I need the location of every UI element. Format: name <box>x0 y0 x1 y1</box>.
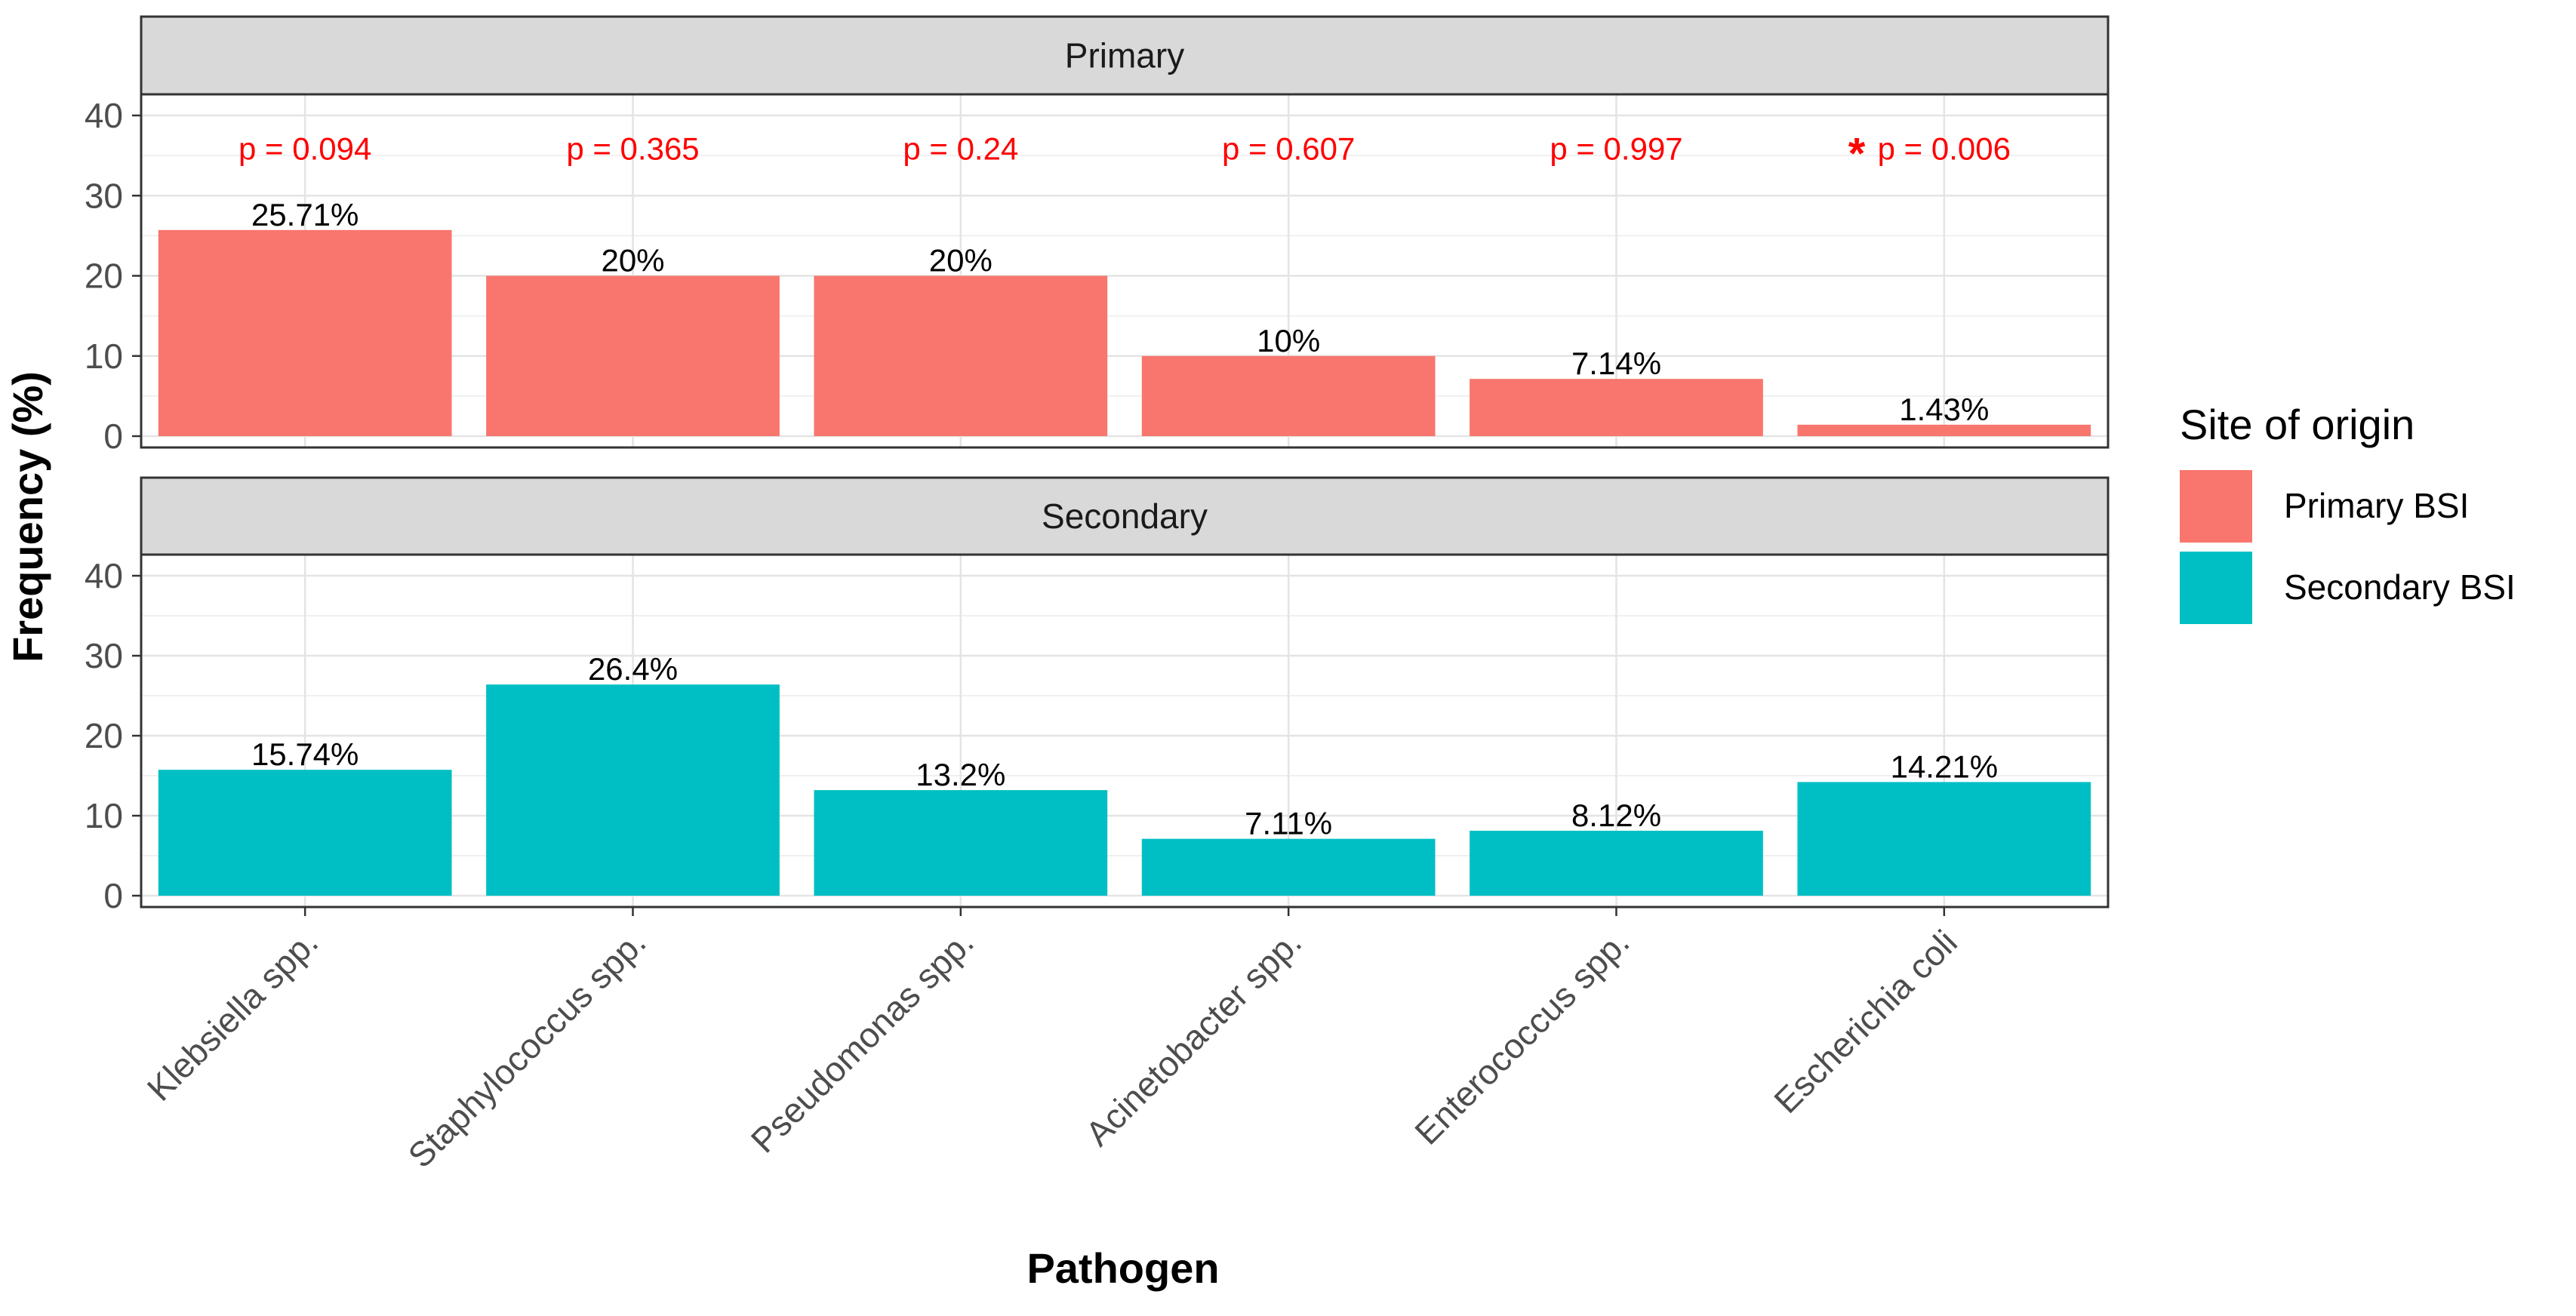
y-tick-label: 10 <box>85 337 123 376</box>
bar-secondary <box>158 770 452 896</box>
facet-strip <box>140 15 2110 96</box>
bar-value-label: 20% <box>929 243 993 278</box>
bar-value-label: 7.14% <box>1571 346 1661 381</box>
bar-primary <box>814 275 1108 436</box>
y-axis-title: Frequency (%) <box>4 371 51 663</box>
y-tick-label: 20 <box>85 257 123 296</box>
bar-value-label: 14.21% <box>1891 749 1998 784</box>
bar-primary <box>1141 355 1436 436</box>
y-tick-label: 40 <box>85 96 123 135</box>
facet-strip-label: Secondary <box>1042 497 1208 536</box>
significance-marker: * <box>1848 129 1866 178</box>
facet-strip-label: Primary <box>1065 36 1184 75</box>
bar-secondary <box>486 684 780 896</box>
panel-background <box>141 555 2108 907</box>
bar-secondary <box>1470 830 1763 896</box>
legend-title: Site of origin <box>2180 401 2414 448</box>
bar-value-label: 15.74% <box>251 736 359 772</box>
legend-label-secondary: Secondary BSI <box>2284 567 2516 607</box>
x-tick-label: Acinetobacter spp. <box>1078 922 1309 1153</box>
p-value-annotation: p = 0.365 <box>566 131 699 166</box>
y-tick-label: 30 <box>85 636 123 675</box>
bar-secondary <box>1141 838 1436 896</box>
panel-border <box>140 553 2110 909</box>
legend: Site of origin Primary BSI Secondary BSI <box>2180 401 2516 624</box>
facet-strip <box>140 476 2110 556</box>
p-value-annotation: p = 0.006 <box>1878 131 2011 166</box>
bar-value-label: 13.2% <box>916 757 1005 792</box>
bar-primary <box>1470 379 1763 436</box>
legend-label-primary: Primary BSI <box>2284 486 2469 525</box>
legend-key-primary <box>2180 470 2252 543</box>
x-tick-label: Klebsiella spp. <box>140 922 326 1108</box>
bar-secondary <box>814 790 1108 896</box>
y-tick-label: 0 <box>103 417 123 456</box>
bar-value-label: 10% <box>1257 323 1320 358</box>
bar-secondary <box>1797 782 2091 896</box>
bar-value-label: 1.43% <box>1899 392 1989 427</box>
p-value-annotation: p = 0.094 <box>239 131 371 166</box>
panel-border <box>140 93 2110 449</box>
x-axis-title: Pathogen <box>1026 1244 1219 1292</box>
bar-value-label: 8.12% <box>1571 798 1661 833</box>
panel-primary: Primary 0 10 20 30 40 25.71% 20% 20% 10% 7.14% 1.43… <box>85 15 2110 456</box>
bar-value-label: 25.71% <box>251 197 359 232</box>
x-tick-label: Enterococcus spp. <box>1407 922 1636 1152</box>
y-tick-label: 30 <box>85 176 123 215</box>
bar-primary <box>1797 424 2091 436</box>
legend-key-secondary <box>2180 552 2252 624</box>
p-value-annotation: p = 0.24 <box>903 131 1018 166</box>
bar-primary <box>486 275 780 436</box>
p-value-annotation: p = 0.607 <box>1222 131 1355 166</box>
bar-primary <box>158 229 452 436</box>
x-tick-label: Pseudomonas spp. <box>743 922 981 1160</box>
bar-value-label: 7.11% <box>1245 806 1332 841</box>
plot-layer: Primary 0 10 20 30 40 25.71% 20% 20% 10% 7.14% 1.43… <box>85 15 2110 1175</box>
panel-secondary: Secondary 0 10 20 30 40 15.74% 26.4% 13.2% 7.11% 8… <box>85 476 2110 1175</box>
y-tick-label: 0 <box>103 876 123 915</box>
y-tick-label: 20 <box>85 716 123 755</box>
x-tick-label: Staphylococcus spp. <box>400 922 653 1175</box>
p-value-annotation: p = 0.997 <box>1550 131 1682 166</box>
bar-value-label: 26.4% <box>588 651 678 687</box>
y-tick-label: 40 <box>85 556 123 595</box>
panel-background <box>141 94 2108 447</box>
x-tick-label: Escherichia coli <box>1766 922 1965 1121</box>
y-tick-label: 10 <box>85 796 123 835</box>
bar-value-label: 20% <box>601 243 664 278</box>
